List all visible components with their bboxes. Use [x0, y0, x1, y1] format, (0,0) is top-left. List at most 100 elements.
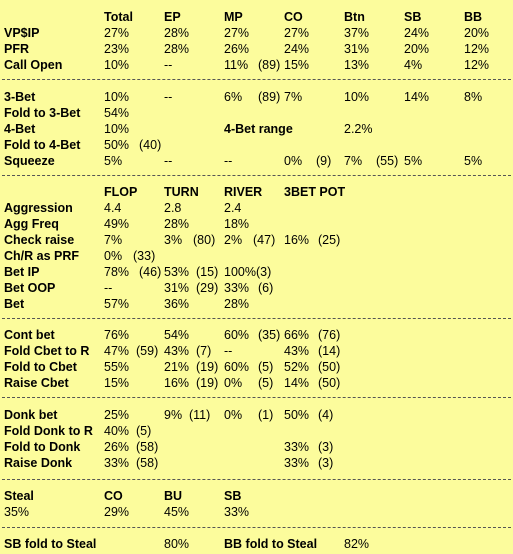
header-co: CO: [284, 10, 303, 24]
header-3bet-pot: 3BET POT: [284, 185, 346, 199]
pfr-btn: 31%: [344, 42, 370, 56]
squeeze-mp: --: [224, 154, 233, 168]
fold-to-4bet-total: 50%: [104, 138, 130, 152]
agg-freq-turn: 28%: [164, 217, 190, 231]
section-divider: [2, 175, 511, 176]
squeeze-co-count: (9): [316, 154, 332, 168]
bet-oop-river: 33%: [224, 281, 250, 295]
section-divider: [2, 527, 511, 528]
donk-bet-3bet-pot: 50%: [284, 408, 310, 422]
pfr-total: 23%: [104, 42, 130, 56]
row-label-raise-cbet: Raise Cbet: [4, 376, 69, 390]
row-label-call-open: Call Open: [4, 58, 63, 72]
fold-to-cbet-turn: 21%: [164, 360, 190, 374]
squeeze-btn-count: (55): [376, 154, 399, 168]
3bet-bb: 8%: [464, 90, 483, 104]
3bet-sb: 14%: [404, 90, 430, 104]
3bet-co: 7%: [284, 90, 303, 104]
steal-header-co: CO: [104, 489, 123, 503]
aggression-flop: 4.4: [104, 201, 122, 215]
header-flop: FLOP: [104, 185, 138, 199]
chr-as-prf-flop: 0%: [104, 249, 123, 263]
agg-freq-river: 18%: [224, 217, 250, 231]
3bet-total: 10%: [104, 90, 130, 104]
fold-cbet-to-r-flop: 47%: [104, 344, 130, 358]
header-mp: MP: [224, 10, 243, 24]
vpip-btn: 37%: [344, 26, 370, 40]
call-open-bb: 12%: [464, 58, 490, 72]
pfr-mp: 26%: [224, 42, 250, 56]
call-open-co: 15%: [284, 58, 310, 72]
row-label-sb-fold-to-steal: SB fold to Steal: [4, 537, 97, 551]
call-open-total: 10%: [104, 58, 130, 72]
fold-to-donk-3bet-pot-count: (3): [318, 440, 334, 454]
raise-cbet-river: 0%: [224, 376, 243, 390]
bet-flop: 57%: [104, 297, 130, 311]
bet-ip-flop: 78%: [104, 265, 130, 279]
section-divider: [2, 479, 511, 480]
aggression-turn: 2.8: [164, 201, 182, 215]
check-raise-3bet-pot: 16%: [284, 233, 310, 247]
fold-to-4bet-count: (40): [139, 138, 162, 152]
bet-ip-turn-count: (15): [196, 265, 219, 279]
cont-bet-turn: 54%: [164, 328, 190, 342]
fold-to-cbet-3bet-pot-count: (50): [318, 360, 341, 374]
row-label-vpip: VP$IP: [4, 26, 40, 40]
3bet-mp-count: (89): [258, 90, 281, 104]
bet-ip-river: 100%(3): [224, 265, 272, 279]
row-label-cont-bet: Cont bet: [4, 328, 55, 342]
donk-bet-river: 0%: [224, 408, 243, 422]
row-label-chr-as-prf: Ch/R as PRF: [4, 249, 80, 263]
vpip-co: 27%: [284, 26, 310, 40]
check-raise-turn-count: (80): [193, 233, 216, 247]
cont-bet-3bet-pot: 66%: [284, 328, 310, 342]
check-raise-river: 2%: [224, 233, 243, 247]
cont-bet-3bet-pot-count: (76): [318, 328, 341, 342]
row-label-bet: Bet: [4, 297, 25, 311]
row-label-fold-cbet-to-r: Fold Cbet to R: [4, 344, 90, 358]
header-river: RIVER: [224, 185, 263, 199]
raise-cbet-river-count: (5): [258, 376, 274, 390]
donk-bet-turn: 9%: [164, 408, 183, 422]
cont-bet-river-count: (35): [258, 328, 281, 342]
3bet-mp: 6%: [224, 90, 243, 104]
row-label-fold-to-4bet: Fold to 4-Bet: [4, 138, 81, 152]
raise-cbet-3bet-pot: 14%: [284, 376, 310, 390]
fold-cbet-to-r-3bet-pot: 43%: [284, 344, 310, 358]
row-label-raise-donk: Raise Donk: [4, 456, 73, 470]
bet-oop-turn: 31%: [164, 281, 190, 295]
squeeze-bb: 5%: [464, 154, 483, 168]
bet-river: 28%: [224, 297, 250, 311]
steal-header-bu: BU: [164, 489, 183, 503]
call-open-btn: 13%: [344, 58, 370, 72]
raise-cbet-turn: 16%: [164, 376, 190, 390]
check-raise-3bet-pot-count: (25): [318, 233, 341, 247]
pfr-sb: 20%: [404, 42, 430, 56]
vpip-bb: 20%: [464, 26, 490, 40]
4bet-range-value: 2.2%: [344, 122, 373, 136]
fold-cbet-to-r-turn-count: (7): [196, 344, 212, 358]
fold-donk-to-r-flop-count: (5): [136, 424, 152, 438]
steal-header-sb: SB: [224, 489, 242, 503]
bet-oop-flop: --: [104, 281, 113, 295]
header-bb: BB: [464, 10, 483, 24]
header-btn: Btn: [344, 10, 365, 24]
call-open-ep: --: [164, 58, 173, 72]
vpip-sb: 24%: [404, 26, 430, 40]
donk-bet-3bet-pot-count: (4): [318, 408, 334, 422]
fold-to-3bet-total: 54%: [104, 106, 130, 120]
fold-to-cbet-3bet-pot: 52%: [284, 360, 310, 374]
call-open-mp-count: (89): [258, 58, 281, 72]
bet-oop-river-count: (6): [258, 281, 274, 295]
squeeze-sb: 5%: [404, 154, 423, 168]
row-label-fold-donk-to-r: Fold Donk to R: [4, 424, 93, 438]
row-label-fold-to-3bet: Fold to 3-Bet: [4, 106, 81, 120]
pfr-bb: 12%: [464, 42, 490, 56]
raise-donk-flop: 33%: [104, 456, 130, 470]
fold-to-cbet-river: 60%: [224, 360, 250, 374]
steal-bu: 45%: [164, 505, 190, 519]
row-label-steal: Steal: [4, 489, 34, 503]
row-label-3bet: 3-Bet: [4, 90, 36, 104]
check-raise-turn: 3%: [164, 233, 183, 247]
